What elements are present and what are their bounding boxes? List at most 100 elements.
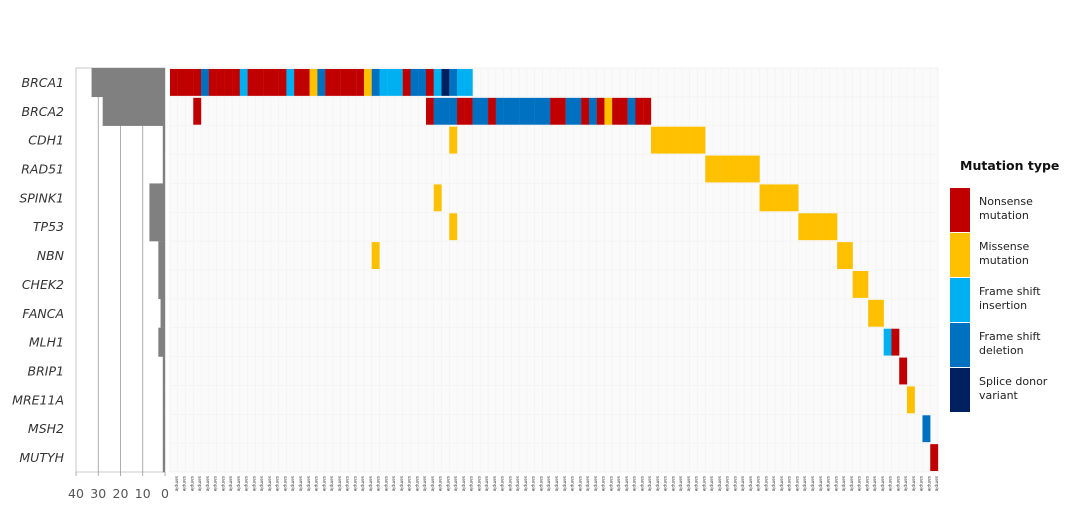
sample-label: sample xyxy=(345,476,350,492)
sample-label: sample xyxy=(733,476,738,492)
sample-label: sample xyxy=(407,476,412,492)
legend-swatch xyxy=(950,233,970,277)
frequency-bar xyxy=(102,96,165,126)
mutation-cell xyxy=(363,69,372,96)
mutation-cell xyxy=(829,213,838,241)
mutation-cell xyxy=(208,69,217,96)
mutation-cell xyxy=(790,184,799,212)
sample-label: sample xyxy=(865,476,870,492)
sample-label: sample xyxy=(873,476,878,492)
sample-label: sample xyxy=(803,476,808,492)
mutation-cell xyxy=(449,213,458,241)
mutation-cell xyxy=(286,69,295,96)
mutation-cell xyxy=(906,386,915,414)
mutation-cell xyxy=(922,415,931,443)
mutation-cell xyxy=(581,97,590,125)
sample-label: sample xyxy=(818,476,823,492)
sample-label: sample xyxy=(291,476,296,492)
mutation-cell xyxy=(813,213,822,241)
sample-label: sample xyxy=(686,476,691,492)
mutation-cell xyxy=(418,69,427,96)
sample-label: sample xyxy=(477,476,482,492)
sample-label: sample xyxy=(500,476,505,492)
sample-label: sample xyxy=(531,476,536,492)
mutation-cell xyxy=(232,69,240,96)
sample-label: sample xyxy=(756,476,761,492)
mutation-cell xyxy=(550,97,559,125)
mutation-cell xyxy=(441,69,450,96)
mutation-cell xyxy=(930,444,939,471)
sample-label: sample xyxy=(779,476,784,492)
mutation-cell xyxy=(534,97,543,125)
axis-tick-label: 40 xyxy=(68,486,84,501)
sample-label: sample xyxy=(330,476,335,492)
mutation-cell xyxy=(371,69,380,96)
sample-label: sample xyxy=(857,476,862,492)
mutation-cell xyxy=(457,69,465,96)
sample-label: sample xyxy=(337,476,342,492)
legend-title: Mutation type xyxy=(960,158,1059,173)
frequency-bar xyxy=(162,443,165,473)
mutation-cell xyxy=(402,69,411,96)
mutation-cell xyxy=(394,69,403,96)
sample-label: sample xyxy=(260,476,265,492)
mutation-cell xyxy=(193,69,202,96)
sample-label: sample xyxy=(267,476,272,492)
mutation-cell xyxy=(682,126,690,154)
legend-label: Frame shift xyxy=(979,285,1041,298)
mutation-cell xyxy=(697,126,706,154)
sample-label: sample xyxy=(361,476,366,492)
mutation-cell xyxy=(588,97,597,125)
gene-label: MRE11A xyxy=(12,392,64,407)
mutation-cell xyxy=(224,69,233,96)
legend-swatch xyxy=(950,278,970,322)
sample-label: sample xyxy=(787,476,792,492)
mutation-cell xyxy=(356,69,365,96)
mutation-cell xyxy=(294,69,303,96)
mutation-cell xyxy=(433,97,442,125)
sample-label: sample xyxy=(516,476,521,492)
mutation-cell xyxy=(627,97,636,125)
sample-label: sample xyxy=(764,476,769,492)
sample-label: sample xyxy=(671,476,676,492)
frequency-bar xyxy=(158,241,165,271)
mutation-cell xyxy=(170,69,178,96)
sample-label: sample xyxy=(640,476,645,492)
sample-label: sample xyxy=(586,476,591,492)
mutation-cell xyxy=(472,97,481,125)
mutation-cell xyxy=(185,69,194,96)
mutation-cell xyxy=(759,184,768,212)
gene-label: RAD51 xyxy=(21,162,64,177)
sample-label: sample xyxy=(221,476,226,492)
sample-label: sample xyxy=(717,476,722,492)
sample-label: sample xyxy=(935,476,940,492)
mutation-cell xyxy=(371,242,380,269)
mutation-cell xyxy=(728,155,737,183)
mutation-cell xyxy=(557,97,566,125)
sample-label: sample xyxy=(834,476,839,492)
gene-label: MLH1 xyxy=(29,335,64,350)
sample-label: sample xyxy=(617,476,622,492)
legend-label: Splice donor xyxy=(979,375,1048,388)
mutation-cell xyxy=(674,126,683,154)
sample-label: sample xyxy=(423,476,428,492)
sample-label: sample xyxy=(461,476,466,492)
sample-label: sample xyxy=(904,476,909,492)
sample-label: sample xyxy=(562,476,567,492)
sample-label: sample xyxy=(322,476,327,492)
sample-label: sample xyxy=(299,476,304,492)
legend-label: mutation xyxy=(979,254,1029,267)
sample-label: sample xyxy=(182,476,187,492)
mutation-cell xyxy=(387,69,396,96)
sample-label: sample xyxy=(593,476,598,492)
mutation-cell xyxy=(480,97,489,125)
gene-label: BRIP1 xyxy=(28,364,64,379)
mutation-cell xyxy=(821,213,830,241)
mutation-cell xyxy=(177,69,186,96)
mutation-cell xyxy=(891,328,900,356)
sample-label: sample xyxy=(306,476,311,492)
mutation-cell xyxy=(247,69,256,96)
sample-label: sample xyxy=(624,476,629,492)
sample-label: sample xyxy=(880,476,885,492)
